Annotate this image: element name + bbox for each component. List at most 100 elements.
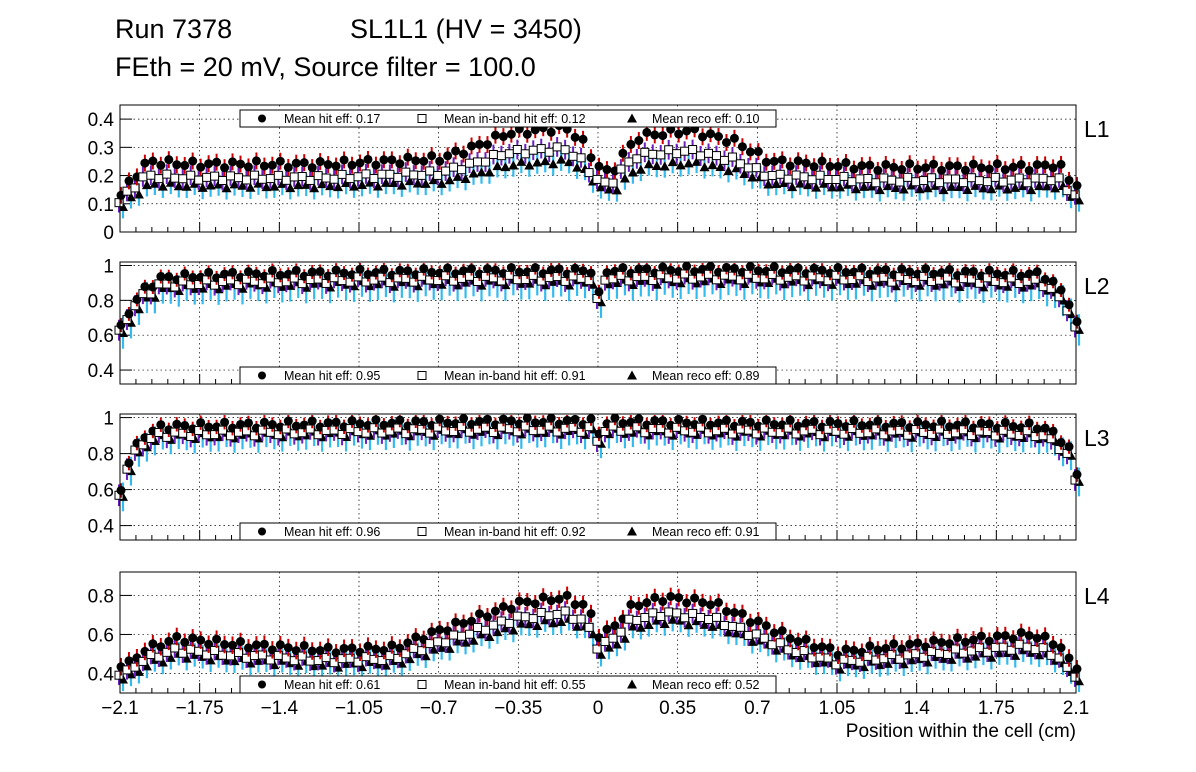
hit-marker: [451, 146, 461, 156]
inband-marker: [727, 621, 737, 631]
hit-marker: [482, 264, 492, 274]
reco-marker: [1010, 182, 1021, 192]
hit-marker: [976, 163, 986, 173]
inband-marker: [297, 171, 307, 181]
inband-marker: [202, 172, 212, 182]
inband-marker: [560, 606, 570, 616]
hit-marker: [251, 640, 261, 650]
hit-marker: [482, 612, 492, 622]
inband-marker: [743, 163, 753, 173]
hit-marker: [769, 628, 779, 638]
reco-marker: [293, 180, 304, 190]
reco-marker: [380, 177, 391, 187]
inband-marker: [178, 174, 188, 184]
reco-marker: [436, 642, 447, 652]
legend-inband-label: Mean in-band hit eff: 0.12: [444, 112, 586, 126]
inband-marker: [1014, 639, 1024, 649]
legend-inband-label: Mean in-band hit eff: 0.55: [444, 678, 586, 692]
hit-marker: [1048, 276, 1058, 286]
hit-marker: [937, 416, 947, 426]
inband-marker: [457, 631, 467, 641]
inband-marker: [305, 175, 315, 185]
hit-marker: [1024, 418, 1034, 428]
reco-marker: [707, 621, 718, 631]
hit-marker: [140, 158, 150, 168]
inband-marker: [528, 614, 538, 624]
hit-marker: [411, 416, 421, 426]
inband-marker: [488, 620, 498, 630]
legend-hit-label: Mean hit eff: 0.96: [284, 525, 380, 539]
reco-marker: [500, 162, 511, 172]
reco-marker: [349, 181, 360, 191]
y-tick-label: 0.2: [88, 167, 114, 188]
inband-marker: [624, 157, 634, 167]
inband-marker: [990, 172, 1000, 182]
inband-marker: [903, 172, 913, 182]
hit-marker: [809, 416, 819, 426]
inband-marker: [186, 170, 196, 180]
inband-marker: [696, 151, 706, 161]
hit-marker: [849, 164, 859, 174]
hit-marker: [498, 602, 508, 612]
hit-marker: [347, 416, 357, 426]
inband-marker: [592, 174, 602, 184]
legend-inband-label: Mean in-band hit eff: 0.91: [444, 369, 586, 383]
reco-marker: [938, 185, 949, 195]
hit-marker: [706, 129, 716, 139]
hit-marker: [475, 609, 484, 619]
hit-marker: [666, 265, 676, 275]
hit-marker: [482, 414, 492, 424]
hit-marker: [267, 160, 277, 170]
hit-marker: [960, 165, 970, 175]
reco-marker: [548, 618, 559, 628]
hit-marker: [1008, 162, 1018, 172]
hit-marker: [180, 269, 190, 279]
hit-marker: [1040, 160, 1050, 170]
legend-hit-marker: [258, 680, 266, 689]
reco-marker: [715, 162, 726, 172]
hit-marker: [427, 267, 437, 277]
reco-marker: [468, 635, 479, 645]
hit-marker: [745, 417, 755, 427]
legend-reco-marker: [627, 113, 637, 123]
inband-marker: [743, 630, 753, 640]
hit-marker: [618, 148, 628, 158]
hit-marker: [546, 596, 556, 606]
reco-marker: [723, 166, 734, 176]
reco-marker: [157, 181, 168, 191]
hit-marker: [339, 155, 349, 165]
inband-marker: [337, 169, 347, 179]
hit-marker: [554, 264, 564, 274]
y-tick-label: 0.4: [88, 110, 115, 131]
inband-marker: [1022, 178, 1032, 188]
hit-marker: [570, 600, 580, 610]
inband-marker: [943, 649, 953, 659]
reco-marker: [524, 160, 535, 170]
inband-marker: [775, 169, 785, 179]
inband-marker: [887, 650, 897, 660]
reco-marker: [922, 183, 933, 193]
inband-marker: [592, 644, 602, 654]
hit-marker: [363, 641, 373, 651]
hit-marker: [148, 156, 158, 166]
hit-marker: [817, 642, 827, 652]
y-tick-label: 0.6: [88, 326, 114, 347]
hit-marker: [1032, 633, 1042, 643]
hit-marker: [243, 162, 253, 172]
hit-marker: [586, 609, 596, 619]
inband-marker: [194, 175, 204, 185]
inband-marker: [688, 608, 698, 618]
reco-marker: [627, 167, 638, 177]
legend-reco-label: Mean reco eff: 0.52: [652, 678, 760, 692]
inband-marker: [600, 177, 610, 187]
hit-marker: [777, 155, 787, 165]
inband-marker: [265, 174, 275, 184]
hit-marker: [180, 160, 190, 170]
reco-marker: [372, 181, 383, 191]
inband-marker: [544, 421, 554, 431]
inband-marker: [544, 611, 554, 621]
reco-marker: [962, 185, 973, 195]
legend-inband-marker: [417, 527, 427, 536]
inband-marker: [249, 170, 259, 180]
x-tick-label: 1.05: [819, 698, 856, 719]
